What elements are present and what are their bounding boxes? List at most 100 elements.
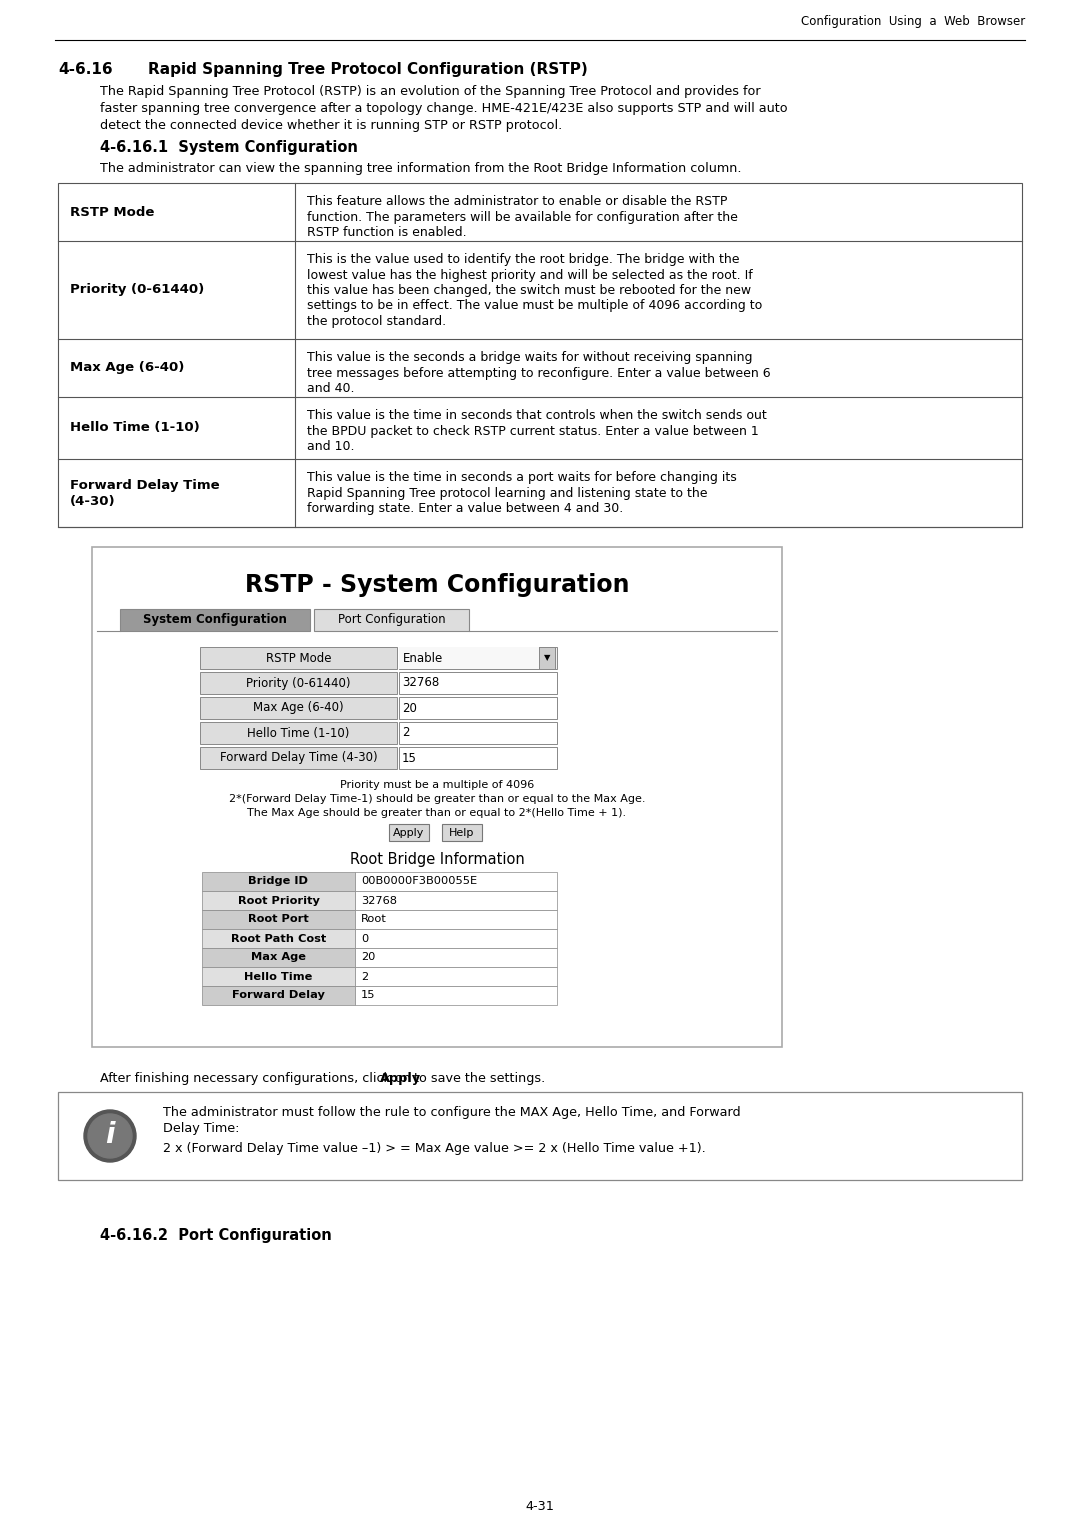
Text: RSTP - System Configuration: RSTP - System Configuration	[245, 573, 630, 597]
Text: This value is the time in seconds a port waits for before changing its: This value is the time in seconds a port…	[307, 470, 737, 484]
Text: 00B0000F3B00055E: 00B0000F3B00055E	[361, 876, 477, 887]
Circle shape	[87, 1115, 132, 1157]
Text: Enable: Enable	[403, 652, 443, 664]
Bar	[539, 647, 555, 669]
Bar	[355, 872, 557, 890]
Text: function. The parameters will be available for configuration after the: function. The parameters will be availab…	[307, 211, 738, 223]
Text: Hello Time (1-10): Hello Time (1-10)	[70, 421, 200, 435]
Bar	[355, 986, 557, 1005]
Bar	[202, 948, 355, 967]
Text: 4-6.16: 4-6.16	[58, 63, 112, 76]
Text: Max Age (6-40): Max Age (6-40)	[253, 701, 343, 715]
Text: i: i	[105, 1121, 114, 1148]
Text: 2: 2	[402, 727, 409, 739]
Bar	[399, 647, 557, 669]
Text: 20: 20	[402, 701, 417, 715]
Bar	[202, 872, 355, 890]
Text: Priority (0-61440): Priority (0-61440)	[70, 284, 204, 296]
Text: and 10.: and 10.	[307, 440, 354, 454]
Text: the protocol standard.: the protocol standard.	[307, 315, 446, 328]
Text: Forward Delay Time (4-30): Forward Delay Time (4-30)	[219, 751, 377, 765]
Text: lowest value has the highest priority and will be selected as the root. If: lowest value has the highest priority an…	[307, 269, 753, 281]
Bar	[355, 928, 557, 948]
Text: After finishing necessary configurations, click on: After finishing necessary configurations…	[100, 1072, 415, 1086]
Text: Configuration  Using  a  Web  Browser: Configuration Using a Web Browser	[800, 15, 1025, 27]
Text: the BPDU packet to check RSTP current status. Enter a value between 1: the BPDU packet to check RSTP current st…	[307, 425, 759, 438]
Text: 2: 2	[361, 971, 368, 982]
Text: Port Configuration: Port Configuration	[338, 614, 445, 626]
Text: The administrator can view the spanning tree information from the Root Bridge In: The administrator can view the spanning …	[100, 162, 742, 176]
Text: Priority (0-61440): Priority (0-61440)	[246, 676, 351, 690]
Text: This value is the time in seconds that controls when the switch sends out: This value is the time in seconds that c…	[307, 409, 767, 421]
Text: faster spanning tree convergence after a topology change. HME-421E/423E also sup: faster spanning tree convergence after a…	[100, 102, 787, 115]
Bar	[202, 967, 355, 986]
Bar	[58, 1092, 1022, 1180]
Bar	[399, 722, 557, 744]
Bar	[442, 825, 482, 841]
Text: RSTP Mode: RSTP Mode	[70, 206, 154, 218]
Text: Rapid Spanning Tree protocol learning and listening state to the: Rapid Spanning Tree protocol learning an…	[307, 487, 707, 499]
Bar	[200, 672, 397, 693]
Text: 32768: 32768	[402, 676, 440, 690]
Text: Root Port: Root Port	[248, 915, 309, 924]
Text: Max Age: Max Age	[251, 953, 306, 962]
Text: The Max Age should be greater than or equal to 2*(Hello Time + 1).: The Max Age should be greater than or eq…	[247, 808, 626, 818]
Text: to save the settings.: to save the settings.	[410, 1072, 545, 1086]
Text: Apply: Apply	[393, 828, 424, 837]
Bar	[355, 910, 557, 928]
Text: This is the value used to identify the root bridge. The bridge with the: This is the value used to identify the r…	[307, 253, 740, 266]
Text: System Configuration: System Configuration	[143, 614, 287, 626]
Text: Hello Time (1-10): Hello Time (1-10)	[247, 727, 350, 739]
Bar	[200, 696, 397, 719]
Text: and 40.: and 40.	[307, 382, 354, 395]
Bar	[202, 890, 355, 910]
Text: 4-6.16.2  Port Configuration: 4-6.16.2 Port Configuration	[100, 1228, 332, 1243]
Text: Root: Root	[361, 915, 387, 924]
Text: 4-6.16.1  System Configuration: 4-6.16.1 System Configuration	[100, 140, 357, 156]
Bar	[120, 609, 310, 631]
Bar	[58, 183, 1022, 527]
Text: 0: 0	[361, 933, 368, 944]
Text: RSTP Mode: RSTP Mode	[266, 652, 332, 664]
Text: 4-31: 4-31	[526, 1500, 554, 1513]
Text: Rapid Spanning Tree Protocol Configuration (RSTP): Rapid Spanning Tree Protocol Configurati…	[148, 63, 588, 76]
Text: The administrator must follow the rule to configure the MAX Age, Hello Time, and: The administrator must follow the rule t…	[163, 1106, 741, 1119]
Text: Hello Time: Hello Time	[244, 971, 313, 982]
Text: 20: 20	[361, 953, 376, 962]
Text: (4-30): (4-30)	[70, 495, 116, 507]
Text: 15: 15	[402, 751, 417, 765]
Bar	[92, 547, 782, 1048]
Text: 32768: 32768	[361, 895, 397, 906]
Text: Forward Delay: Forward Delay	[232, 991, 325, 1000]
Text: 15: 15	[361, 991, 376, 1000]
Text: this value has been changed, the switch must be rebooted for the new: this value has been changed, the switch …	[307, 284, 751, 296]
Text: Delay Time:: Delay Time:	[163, 1122, 240, 1135]
Bar	[355, 890, 557, 910]
Text: Bridge ID: Bridge ID	[248, 876, 309, 887]
Bar	[355, 948, 557, 967]
Bar	[355, 967, 557, 986]
Text: 2 x (Forward Delay Time value –1) > = Max Age value >= 2 x (Hello Time value +1): 2 x (Forward Delay Time value –1) > = Ma…	[163, 1142, 705, 1154]
Text: This feature allows the administrator to enable or disable the RSTP: This feature allows the administrator to…	[307, 195, 727, 208]
Text: Root Path Cost: Root Path Cost	[231, 933, 326, 944]
Text: settings to be in effect. The value must be multiple of 4096 according to: settings to be in effect. The value must…	[307, 299, 762, 313]
Text: detect the connected device whether it is running STP or RSTP protocol.: detect the connected device whether it i…	[100, 119, 563, 131]
Text: Priority must be a multiple of 4096: Priority must be a multiple of 4096	[340, 780, 535, 789]
Text: Max Age (6-40): Max Age (6-40)	[70, 362, 185, 374]
Text: Root Bridge Information: Root Bridge Information	[350, 852, 525, 867]
Bar	[399, 747, 557, 770]
Bar	[389, 825, 429, 841]
Bar	[200, 722, 397, 744]
Bar	[314, 609, 469, 631]
Text: ▼: ▼	[543, 654, 550, 663]
Bar	[399, 696, 557, 719]
Bar	[399, 672, 557, 693]
Text: This value is the seconds a bridge waits for without receiving spanning: This value is the seconds a bridge waits…	[307, 351, 753, 363]
Text: The Rapid Spanning Tree Protocol (RSTP) is an evolution of the Spanning Tree Pro: The Rapid Spanning Tree Protocol (RSTP) …	[100, 86, 760, 98]
Text: Apply: Apply	[379, 1072, 420, 1086]
Bar	[399, 647, 539, 669]
Bar	[202, 986, 355, 1005]
Text: Help: Help	[449, 828, 475, 837]
Bar	[202, 928, 355, 948]
Bar	[200, 647, 397, 669]
